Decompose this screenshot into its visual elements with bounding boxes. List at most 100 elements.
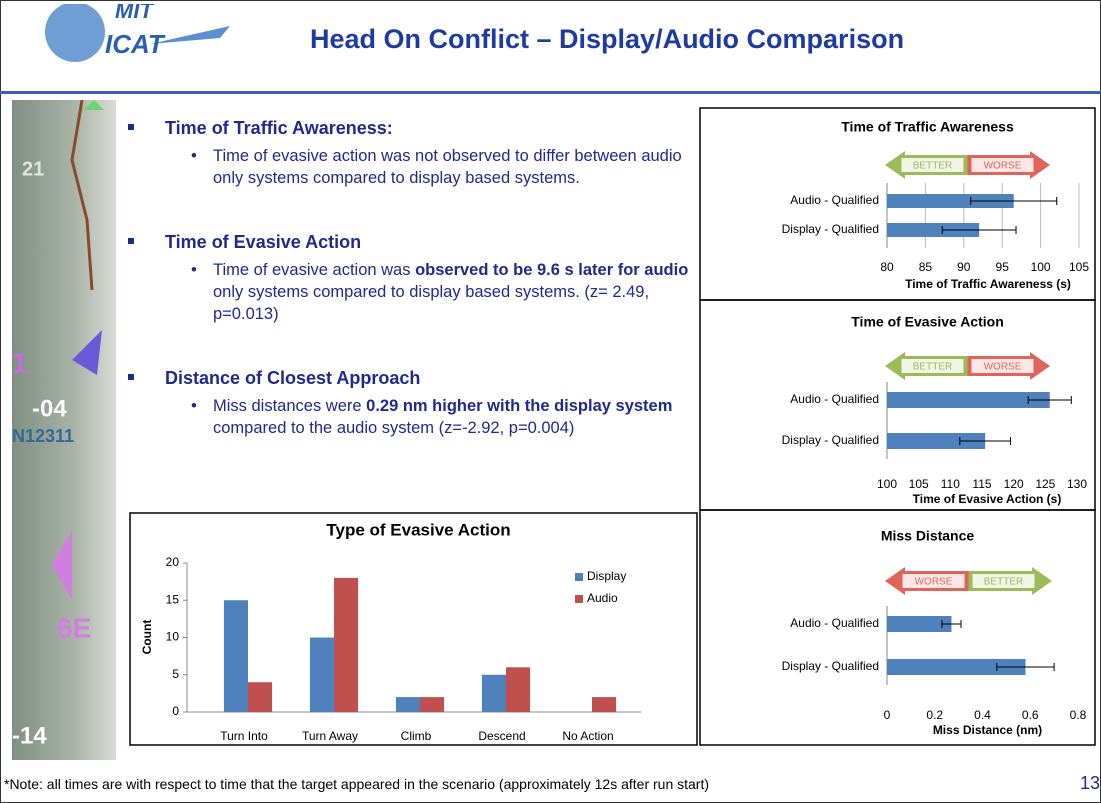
bar — [887, 194, 1014, 208]
x-tick-label: 95 — [996, 260, 1010, 274]
bar — [248, 682, 273, 712]
arrow-label-box — [902, 574, 965, 588]
bullet-item: Time of evasive action was not observed … — [191, 145, 693, 189]
y-tick-label: 0 — [172, 704, 179, 718]
bar — [887, 616, 952, 632]
text-run: observed to be 9.6 s later for audio — [415, 261, 689, 279]
y-tick-label: Display - Qualified — [782, 222, 879, 236]
bar — [887, 223, 980, 237]
y-tick-label: 15 — [166, 592, 180, 606]
map-strip: 21 1 -04 N12311 6E -14 — [12, 99, 116, 760]
x-tick-label: 80 — [880, 260, 894, 274]
text-run: 0.29 nm higher with the display system — [366, 397, 673, 415]
bullet: Distance of Closest Approach Miss distanc… — [128, 368, 693, 439]
y-tick-label: Audio - Qualified — [790, 392, 879, 406]
map-label: -14 — [12, 722, 47, 749]
error-bar — [941, 226, 1017, 234]
chart-title: Miss Distance — [881, 528, 975, 544]
bar — [887, 659, 1026, 675]
bar — [334, 577, 359, 712]
chart-frame — [129, 512, 698, 746]
error-bar — [959, 437, 1011, 445]
x-tick-label: 0.2 — [926, 708, 943, 722]
bullet-heading: Time of Evasive Action — [128, 232, 693, 253]
map-label: 21 — [22, 158, 44, 180]
logo-text: MIT — [115, 4, 154, 23]
x-tick-label: Turn Into — [220, 729, 268, 743]
bullet-heading: Distance of Closest Approach — [128, 368, 693, 389]
logo: MIT ICAT — [30, 0, 230, 70]
bar — [395, 697, 420, 712]
arrow-label: BETTER — [984, 577, 1023, 588]
bar — [506, 667, 531, 712]
error-bar — [996, 663, 1055, 671]
title-rule — [0, 91, 1101, 94]
x-axis-label: Time of Traffic Awareness (s) — [905, 277, 1071, 291]
arrow-label: WORSE — [915, 577, 953, 588]
x-tick-label: No Action — [562, 729, 613, 743]
bullet-heading: Time of Traffic Awareness: — [128, 118, 693, 139]
bullet: Time of Evasive Action Time of evasive ac… — [128, 232, 693, 325]
legend-swatch — [575, 573, 583, 581]
y-tick-label: Display - Qualified — [782, 433, 879, 447]
x-tick-label: 90 — [957, 260, 971, 274]
arrow-label-box — [901, 158, 964, 172]
x-tick-label: 85 — [919, 260, 933, 274]
chart-title: Time of Traffic Awareness — [841, 119, 1014, 135]
y-tick-label: Display - Qualified — [782, 659, 879, 673]
y-tick-label: Audio - Qualified — [790, 616, 879, 630]
logo-text: ICAT — [105, 29, 166, 59]
x-tick-label: 100 — [1031, 260, 1051, 274]
legend-label: Display — [587, 569, 626, 583]
text-run: Time of evasive action was — [213, 261, 416, 279]
map-label: 1 — [12, 347, 28, 378]
y-tick-label: 10 — [166, 630, 180, 644]
x-tick-label: 105 — [1069, 260, 1089, 274]
bar — [887, 392, 1050, 408]
x-tick-label: 110 — [941, 477, 960, 491]
text-run: only systems compared to display based s… — [213, 283, 650, 323]
x-tick-label: 120 — [1004, 477, 1024, 491]
error-bar — [1027, 396, 1072, 404]
text-run: Time of evasive action was not observed … — [213, 147, 682, 187]
chart-title: Type of Evasive Action — [326, 520, 510, 539]
x-tick-label: 125 — [1035, 477, 1055, 491]
x-tick-label: Climb — [401, 729, 432, 743]
map-label: N12311 — [12, 426, 74, 446]
legend-label: Audio — [587, 591, 618, 605]
arrow-label: BETTER — [913, 161, 952, 172]
bar — [592, 697, 617, 712]
y-tick-label: 5 — [172, 667, 179, 681]
x-tick-label: 115 — [972, 477, 991, 491]
bar — [223, 600, 248, 712]
map-label: -04 — [32, 395, 67, 422]
text-run: Miss distances were — [213, 397, 367, 415]
chart-title: Time of Evasive Action — [851, 314, 1004, 330]
x-axis-label: Time of Evasive Action (s) — [913, 492, 1062, 506]
legend-swatch — [575, 595, 583, 603]
y-tick-label: 20 — [166, 555, 180, 569]
slide-title: Head On Conflict – Display/Audio Compari… — [310, 24, 905, 54]
bullet-item: Time of evasive action was observed to b… — [191, 259, 693, 325]
x-tick-label: 0.4 — [974, 708, 991, 722]
error-bar — [970, 197, 1058, 205]
x-tick-label: 100 — [877, 477, 897, 491]
map-graphic: 21 1 -04 N12311 6E -14 — [12, 99, 104, 749]
map-label: 6E — [57, 612, 91, 643]
bullet: Time of Traffic Awareness: Time of evasiv… — [128, 118, 693, 189]
x-tick-label: Descend — [478, 729, 525, 743]
bar — [309, 637, 334, 712]
bullet-item: Miss distances were 0.29 nm higher with … — [191, 395, 693, 439]
chart-frame — [699, 509, 1096, 746]
x-tick-label: 0 — [884, 708, 891, 722]
arrow-label-box — [971, 359, 1034, 373]
x-tick-label: 0.6 — [1022, 708, 1039, 722]
x-tick-label: 0.8 — [1070, 708, 1087, 722]
bar — [481, 674, 506, 712]
bar — [420, 697, 445, 712]
y-tick-label: Audio - Qualified — [790, 193, 879, 207]
arrow-label-box — [971, 158, 1034, 172]
arrow-label: BETTER — [913, 362, 952, 373]
text-run: compared to the audio system (z=-2.92, p… — [213, 419, 575, 437]
